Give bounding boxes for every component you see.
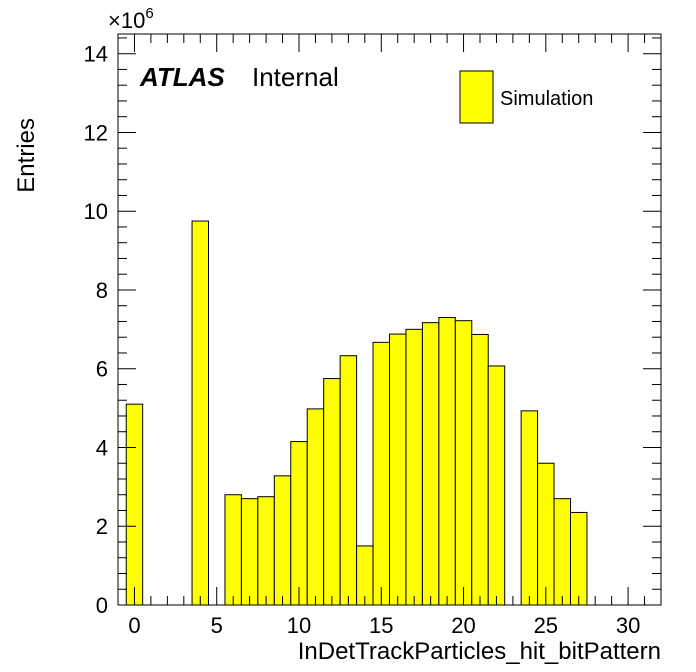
- atlas-label: ATLAS: [139, 62, 225, 92]
- histogram-bar: [240, 498, 259, 606]
- histogram-bar: [520, 410, 539, 606]
- legend-label: Simulation: [500, 88, 593, 110]
- histogram-bar: [553, 498, 572, 606]
- histogram-bar: [454, 320, 473, 606]
- x-tick-label: 0: [128, 613, 140, 638]
- histogram-bar: [273, 475, 292, 606]
- y-axis-title: Entries: [13, 118, 40, 193]
- plot-frame: [117, 33, 662, 606]
- histogram-bar: [224, 494, 242, 606]
- y-tick-label: 2: [96, 514, 108, 539]
- x-tick-label: 10: [287, 613, 311, 638]
- legend-swatch: [459, 70, 494, 124]
- y-tick-label: 4: [96, 435, 108, 460]
- histogram-bar: [125, 403, 144, 606]
- histogram-bars: [125, 220, 588, 606]
- histogram-bar: [487, 365, 506, 606]
- histogram-bar: [372, 341, 390, 606]
- axis-ticks: [117, 34, 662, 606]
- internal-label: Internal: [252, 62, 339, 92]
- y-tick-label: 14: [84, 42, 108, 67]
- histogram-bar: [438, 317, 456, 606]
- y-tick-label: 8: [96, 278, 108, 303]
- histogram-bar: [421, 322, 440, 606]
- x-tick-label: 25: [534, 613, 558, 638]
- x-axis-title: InDetTrackParticles_hit_bitPattern: [298, 638, 661, 665]
- histogram-bar: [339, 355, 358, 606]
- histogram-bar: [191, 220, 210, 606]
- x-tick-label: 20: [451, 613, 475, 638]
- histogram-bar: [570, 511, 588, 606]
- tick-labels: 0 5 10 15 20 25 30 0 2 4 6 8 10 12 14: [84, 42, 641, 638]
- y-tick-label: 10: [84, 199, 108, 224]
- x-tick-label: 5: [211, 613, 223, 638]
- legend: Simulation: [459, 70, 593, 124]
- y-tick-label: 0: [96, 593, 108, 618]
- histogram-bar: [405, 328, 423, 606]
- histogram-bar: [257, 496, 275, 606]
- histogram-bar: [471, 333, 489, 606]
- y-tick-label: 6: [96, 357, 108, 382]
- x-tick-label: 15: [369, 613, 393, 638]
- y-tick-label: 12: [84, 120, 108, 145]
- histogram-bar: [290, 441, 308, 606]
- y-axis-multiplier: ×106: [108, 5, 154, 33]
- histogram-bar: [389, 333, 407, 606]
- histogram-bar: [537, 462, 555, 606]
- histogram-bar: [306, 408, 325, 606]
- histogram-bar: [323, 378, 341, 606]
- x-tick-label: 30: [616, 613, 640, 638]
